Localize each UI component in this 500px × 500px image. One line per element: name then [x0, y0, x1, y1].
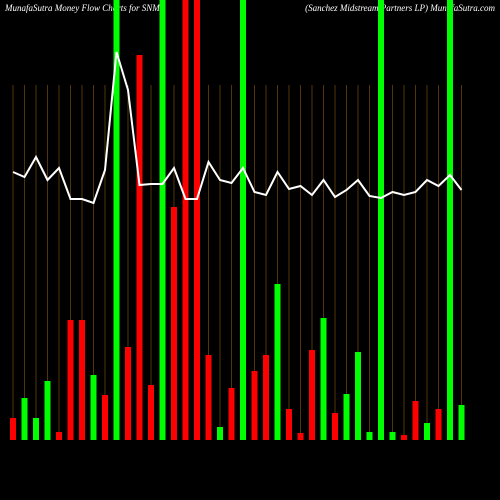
- bar: [79, 320, 85, 440]
- bar: [159, 0, 166, 440]
- bar: [401, 435, 407, 440]
- bar: [447, 0, 453, 440]
- price-line: [12, 51, 463, 205]
- bar: [274, 284, 281, 440]
- bar: [90, 375, 97, 440]
- bar: [148, 385, 154, 440]
- bar: [102, 395, 108, 440]
- bar: [33, 418, 39, 440]
- bar: [355, 352, 361, 440]
- bar: [171, 207, 177, 440]
- bar: [435, 409, 442, 440]
- bar: [366, 432, 373, 440]
- chart-subtitle: (Sanchez Midstream Partners LP) MunafaSu…: [305, 3, 495, 13]
- bar: [424, 423, 430, 440]
- bar: [228, 388, 235, 440]
- bar: [21, 398, 28, 440]
- bar: [320, 318, 327, 440]
- bar: [113, 0, 120, 440]
- bar: [67, 320, 74, 440]
- bar: [332, 413, 338, 440]
- bar: [309, 350, 315, 440]
- chart-title: MunafaSutra Money Flow Charts for SNMP: [4, 3, 166, 13]
- bar: [297, 433, 304, 440]
- bar: [343, 394, 350, 440]
- bar: [389, 432, 396, 440]
- bar: [251, 371, 258, 440]
- bar: [44, 381, 51, 440]
- bar: [378, 0, 384, 440]
- bar: [205, 355, 212, 440]
- bar: [217, 427, 223, 440]
- bar: [194, 0, 200, 440]
- bar: [125, 347, 131, 440]
- bar: [286, 409, 292, 440]
- bar: [10, 418, 16, 440]
- bar: [136, 55, 143, 440]
- bar: [182, 0, 189, 440]
- bar: [458, 405, 465, 440]
- bar: [240, 0, 246, 440]
- bar: [412, 401, 419, 440]
- bar: [263, 355, 269, 440]
- bar: [56, 432, 62, 440]
